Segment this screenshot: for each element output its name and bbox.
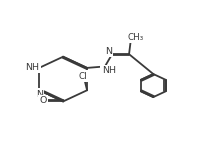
Text: NH: NH — [102, 66, 116, 75]
Text: NH: NH — [25, 63, 39, 72]
Text: CH₃: CH₃ — [127, 33, 144, 42]
Text: Cl: Cl — [79, 72, 87, 81]
Text: N: N — [36, 90, 43, 99]
Text: N: N — [105, 47, 112, 56]
Text: O: O — [39, 96, 47, 106]
